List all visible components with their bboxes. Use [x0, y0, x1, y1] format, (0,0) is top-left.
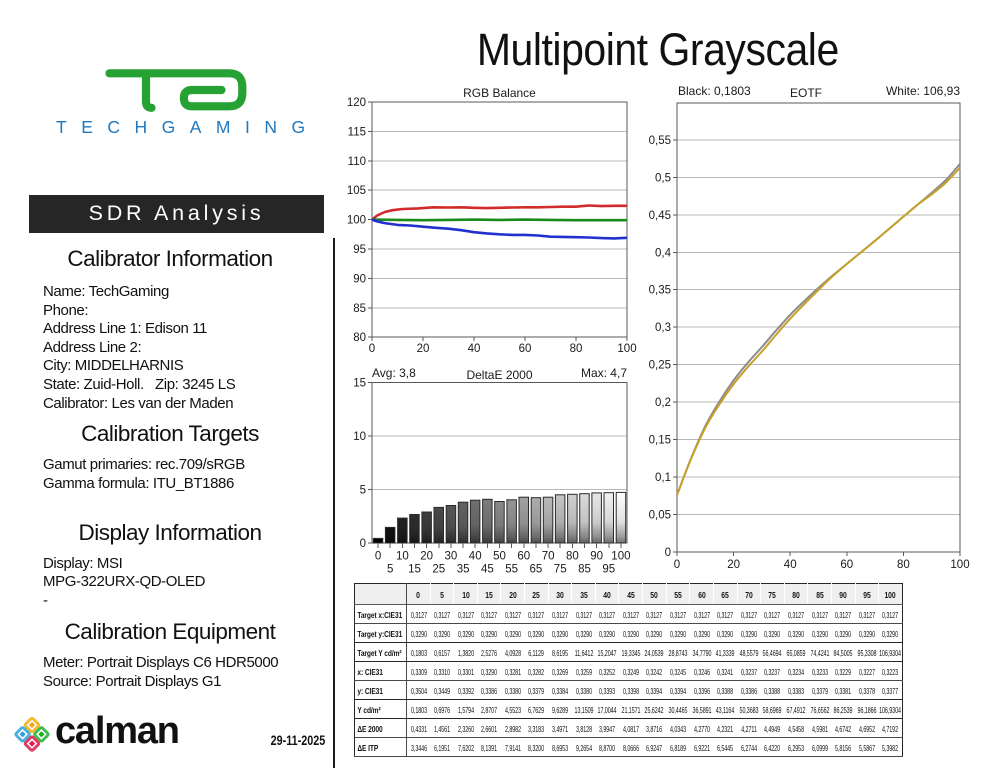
- svg-text:85: 85: [578, 564, 591, 576]
- svg-text:0: 0: [674, 559, 680, 571]
- svg-text:0,1: 0,1: [655, 472, 671, 484]
- svg-text:0,55: 0,55: [649, 135, 671, 147]
- svg-text:80: 80: [353, 332, 366, 344]
- svg-text:0,35: 0,35: [649, 285, 671, 297]
- svg-text:90: 90: [353, 273, 366, 285]
- svg-text:TECHGAMING: TECHGAMING: [56, 117, 320, 137]
- svg-text:5: 5: [387, 564, 393, 576]
- svg-text:100: 100: [617, 343, 636, 355]
- svg-text:80: 80: [566, 551, 579, 563]
- svg-text:0,05: 0,05: [649, 509, 671, 521]
- svg-text:70: 70: [542, 551, 555, 563]
- svg-text:DeltaE 2000: DeltaE 2000: [466, 368, 532, 382]
- svg-text:White: 106,93: White: 106,93: [886, 84, 960, 98]
- svg-text:0,4: 0,4: [655, 247, 672, 259]
- svg-text:85: 85: [353, 303, 366, 315]
- svg-text:105: 105: [347, 185, 366, 197]
- svg-text:0,2: 0,2: [655, 397, 671, 409]
- svg-text:25: 25: [432, 564, 445, 576]
- svg-text:10: 10: [396, 551, 409, 563]
- svg-text:0: 0: [369, 343, 375, 355]
- svg-text:80: 80: [570, 343, 583, 355]
- svg-text:100: 100: [611, 551, 630, 563]
- svg-text:0: 0: [665, 547, 671, 559]
- svg-text:60: 60: [517, 551, 530, 563]
- svg-text:EOTF: EOTF: [790, 86, 822, 100]
- svg-text:40: 40: [784, 559, 797, 571]
- svg-text:115: 115: [348, 126, 366, 138]
- svg-text:110: 110: [348, 156, 366, 168]
- svg-text:80: 80: [897, 559, 910, 571]
- svg-text:50: 50: [493, 551, 506, 563]
- svg-text:100: 100: [950, 559, 969, 571]
- svg-text:55: 55: [505, 564, 518, 576]
- svg-text:Max: 4,7: Max: 4,7: [581, 366, 627, 380]
- svg-text:65: 65: [530, 564, 543, 576]
- svg-text:0,45: 0,45: [649, 210, 671, 222]
- svg-text:0,3: 0,3: [655, 322, 671, 334]
- svg-text:0,15: 0,15: [649, 435, 671, 447]
- svg-text:15: 15: [353, 377, 366, 389]
- svg-text:Avg: 3,8: Avg: 3,8: [372, 366, 416, 380]
- svg-text:0: 0: [360, 538, 366, 550]
- svg-text:40: 40: [469, 551, 482, 563]
- svg-text:20: 20: [420, 551, 433, 563]
- svg-text:75: 75: [554, 564, 567, 576]
- svg-text:90: 90: [590, 551, 603, 563]
- svg-text:0,5: 0,5: [655, 172, 671, 184]
- svg-text:20: 20: [727, 559, 740, 571]
- svg-text:100: 100: [347, 215, 366, 227]
- svg-text:10: 10: [353, 431, 366, 443]
- svg-text:95: 95: [353, 244, 366, 256]
- svg-text:45: 45: [481, 564, 494, 576]
- svg-text:95: 95: [602, 564, 615, 576]
- svg-text:5: 5: [360, 484, 366, 496]
- svg-text:40: 40: [468, 343, 481, 355]
- svg-text:RGB Balance: RGB Balance: [463, 86, 536, 100]
- svg-text:60: 60: [519, 343, 532, 355]
- svg-text:0,25: 0,25: [649, 360, 671, 372]
- svg-text:15: 15: [408, 564, 421, 576]
- svg-text:20: 20: [417, 343, 430, 355]
- svg-text:120: 120: [347, 97, 366, 109]
- svg-text:Black: 0,1803: Black: 0,1803: [678, 84, 751, 98]
- svg-text:60: 60: [840, 559, 853, 571]
- svg-text:35: 35: [457, 564, 470, 576]
- svg-text:0: 0: [375, 551, 381, 563]
- svg-text:30: 30: [445, 551, 458, 563]
